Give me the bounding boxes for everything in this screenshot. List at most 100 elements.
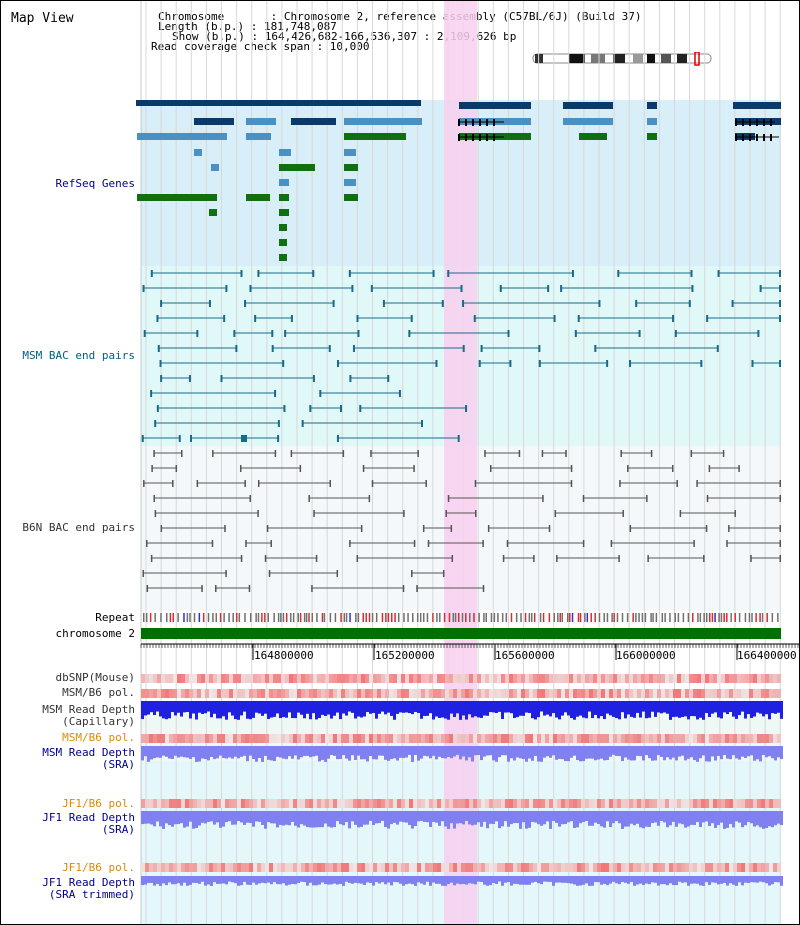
jf1-depth-trim-bar <box>180 876 183 886</box>
msm-pol-sra-cell <box>393 734 397 743</box>
msm-depth-bar <box>561 701 564 716</box>
jf1-depth-trim-bar <box>255 876 258 885</box>
repeat-element <box>212 613 214 622</box>
msm-depth-bar <box>558 701 561 720</box>
msm-bac-label[interactable]: MSM BAC end pairs <box>22 349 135 362</box>
refseq-genes-label[interactable]: RefSeq Genes <box>55 177 135 190</box>
bac-end <box>672 315 675 322</box>
msm-pol-sra-cell <box>457 734 461 743</box>
jf1-depth-bar <box>327 811 330 827</box>
bac-end <box>357 330 360 337</box>
msm-pol-cell <box>185 689 189 698</box>
msm-depth-bar <box>687 701 690 720</box>
msm-pol-sra-cell <box>445 734 449 743</box>
msm-depth-sra-bar <box>183 746 186 758</box>
msm-depth-sra-bar <box>237 746 240 759</box>
msm-depth-bar <box>627 701 630 715</box>
jf1-depth-label[interactable]: JF1 Read Depth <box>42 811 135 824</box>
jf1-pol-cell <box>461 799 465 808</box>
jf1-pol-trim-cell <box>225 863 229 872</box>
jf1-depth-trim-bar <box>435 876 438 884</box>
jf1-depth-trim-bar <box>219 876 222 884</box>
jf1-pol-cell <box>529 799 533 808</box>
msm-depth-bar <box>399 701 402 713</box>
jf1-depth-trim-label[interactable]: JF1 Read Depth <box>42 876 135 889</box>
msm-pol-cell <box>561 689 565 698</box>
dbsnp-cell <box>477 674 481 683</box>
jf1-depth-bar <box>315 811 318 828</box>
repeat-element <box>267 613 270 622</box>
jf1-pol-cell <box>201 799 205 808</box>
msm-depth-sra-bar <box>312 746 315 757</box>
msm-depth-sra-bar <box>414 746 417 756</box>
jf1-depth-bar <box>768 811 771 827</box>
msm-depth-sra-bar <box>717 746 720 756</box>
jf1-depth-trim-bar <box>603 876 606 884</box>
bac-end <box>577 315 580 322</box>
jf1-depth-bar <box>630 811 633 824</box>
msm-pol-sra-label[interactable]: MSM/B6 pol. <box>62 731 135 744</box>
repeat-element <box>652 613 654 622</box>
jf1-depth-trim-bar <box>705 876 708 883</box>
msm-pol-sra-cell <box>233 734 237 743</box>
msm-pol-cell <box>485 689 489 698</box>
jf1-pol-cell <box>389 799 393 808</box>
jf1-depth-trim-bar <box>501 876 504 886</box>
bac-end <box>450 525 453 532</box>
msm-pol-cell <box>585 689 589 698</box>
b6n-bac-label[interactable]: B6N BAC end pairs <box>22 521 135 534</box>
msm-pol-sra-cell <box>601 734 605 743</box>
bac-end <box>143 330 146 337</box>
jf1-pol-cell <box>557 799 561 808</box>
jf1-depth-trim-bar <box>777 876 780 883</box>
jf1-depth-bar <box>270 811 273 824</box>
repeat-element <box>571 613 574 622</box>
msm-pol-cell <box>457 689 461 698</box>
repeat-element <box>193 613 196 622</box>
gene-feature <box>194 149 202 156</box>
jf1-depth-bar <box>168 811 171 826</box>
msm-depth-bar <box>552 701 555 714</box>
msm-pol-sra-cell <box>165 734 169 743</box>
msm-pol-sra-cell <box>605 734 609 743</box>
jf1-pol-label[interactable]: JF1/B6 pol. <box>62 797 135 810</box>
jf1-pol-trim-label[interactable]: JF1/B6 pol. <box>62 861 135 874</box>
jf1-pol-cell <box>625 799 629 808</box>
msm-pol-cell <box>417 689 421 698</box>
msm-depth-sra-bar <box>603 746 606 761</box>
msm-depth-bar <box>693 701 696 717</box>
jf1-pol-cell <box>469 799 473 808</box>
msm-depth-bar <box>210 701 213 718</box>
msm-depth-capillary-label[interactable]: MSM Read Depth <box>42 703 135 716</box>
dbsnp-label[interactable]: dbSNP(Mouse) <box>55 671 135 684</box>
repeat-element <box>650 613 652 622</box>
msm-depth-sra-bar <box>681 746 684 756</box>
repeat-element <box>160 613 162 622</box>
dbsnp-cell <box>593 674 597 683</box>
jf1-pol-trim-cell <box>749 863 753 872</box>
msm-pol-cell <box>689 689 693 698</box>
msm-pol-cell <box>693 689 697 698</box>
msm-depth-bar <box>765 701 768 715</box>
jf1-pol-cell <box>481 799 485 808</box>
msm-pol-sra-cell <box>777 734 781 743</box>
jf1-depth-bar <box>771 811 774 828</box>
msm-pol-sra-cell <box>465 734 469 743</box>
jf1-depth-bar <box>225 811 228 823</box>
msm-depth-sra-bar <box>336 746 339 760</box>
jf1-depth-trim-bar <box>189 876 192 885</box>
msm-depth-sra-label[interactable]: MSM Read Depth <box>42 746 135 759</box>
jf1-depth-trim-bar <box>387 876 390 883</box>
msm-pol-sra-cell <box>169 734 173 743</box>
jf1-depth-bar <box>393 811 396 823</box>
jf1-pol-cell <box>505 799 509 808</box>
jf1-depth-trim-bar <box>315 876 318 886</box>
gene-exon <box>493 134 495 141</box>
jf1-depth-bar <box>309 811 312 828</box>
msm-depth-sra-bar <box>471 746 474 762</box>
jf1-pol-cell <box>221 799 225 808</box>
dbsnp-cell <box>609 674 613 683</box>
msm-pol-label[interactable]: MSM/B6 pol. <box>62 686 135 699</box>
gene-feature <box>246 118 276 125</box>
